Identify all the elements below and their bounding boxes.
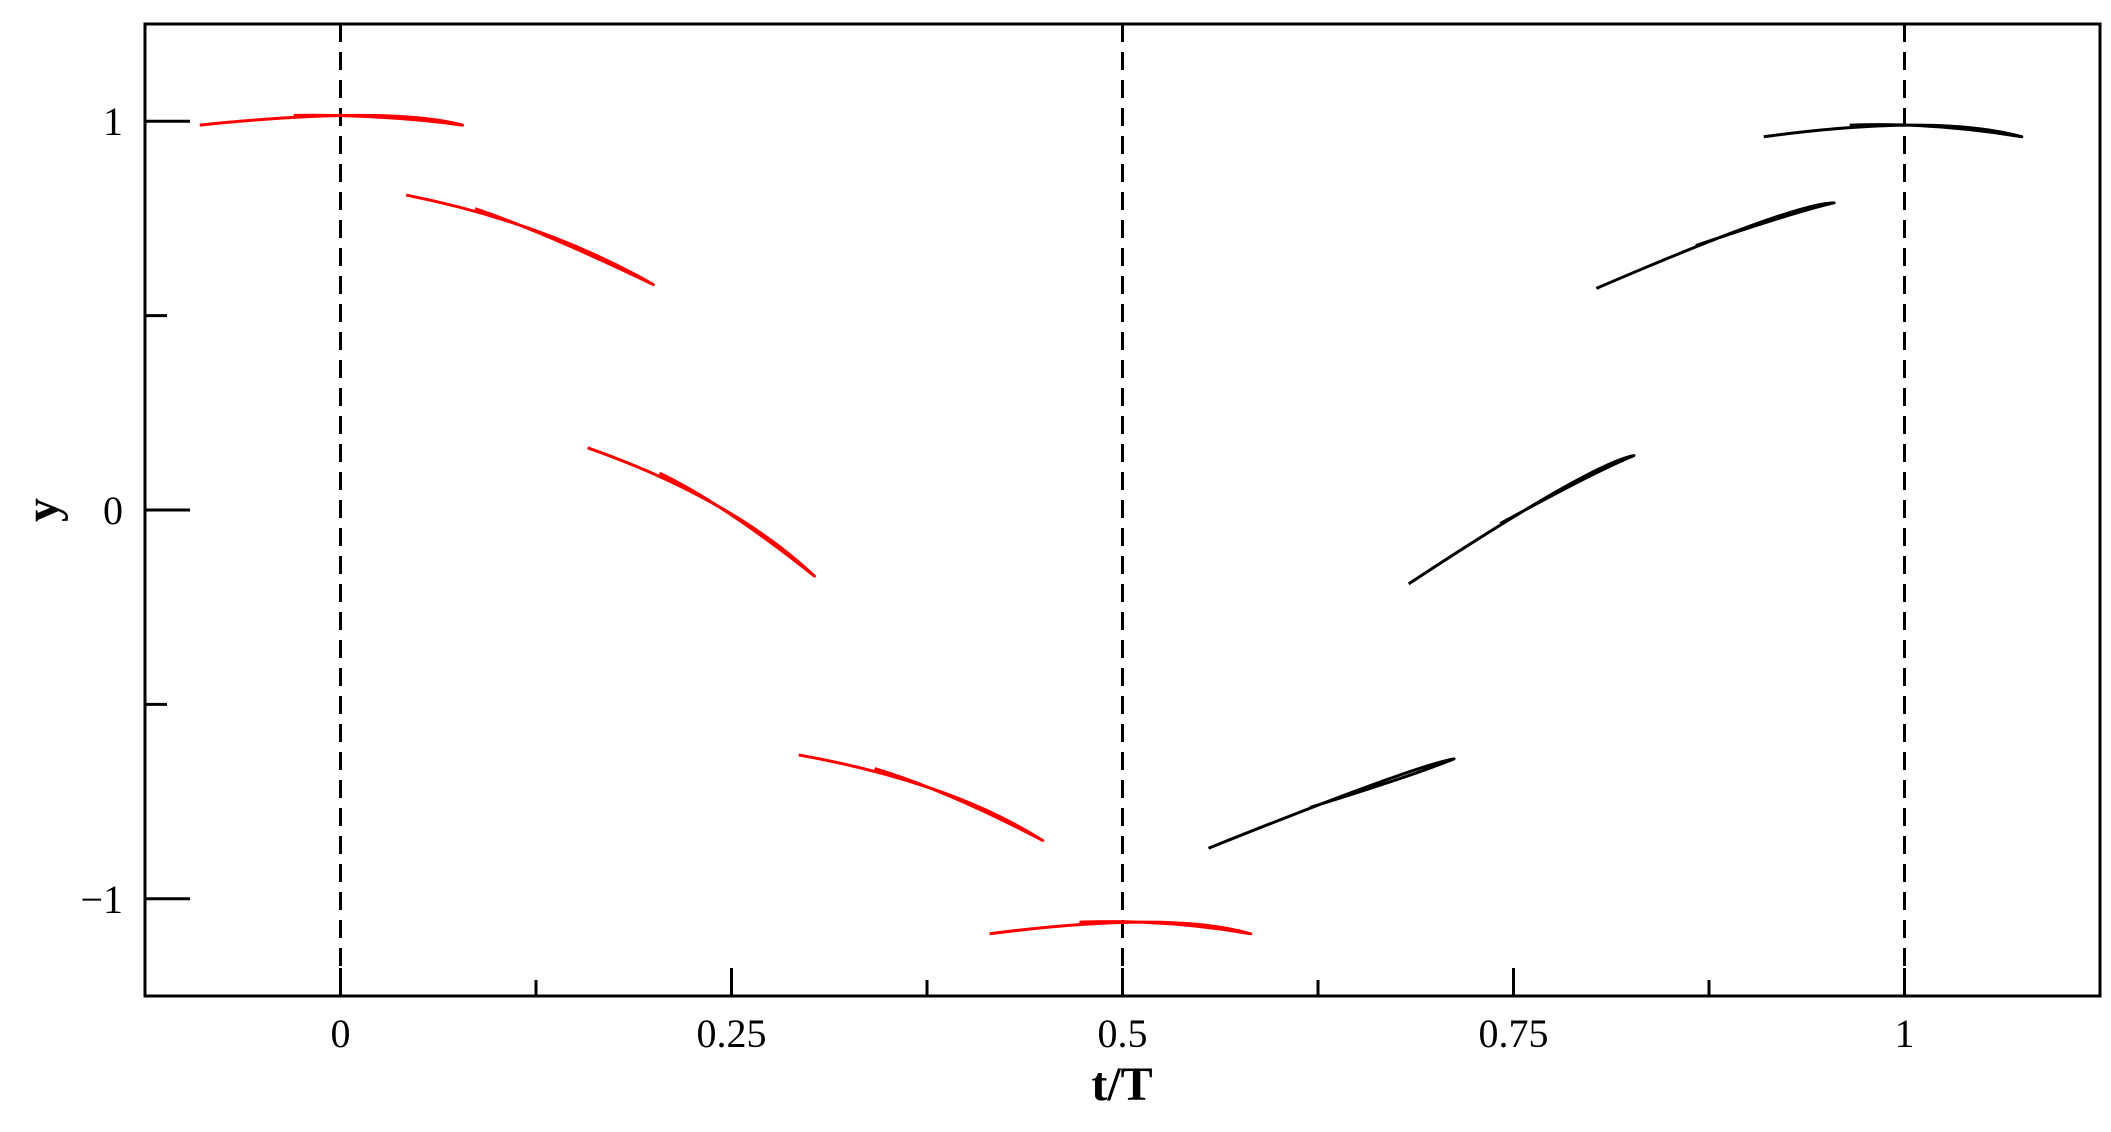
red-airfoil-2 <box>587 446 816 578</box>
x-tick-label: 0.5 <box>1098 1011 1148 1056</box>
red-airfoil-0 <box>199 113 464 127</box>
x-tick-labels: 0 0.25 0.5 0.75 1 <box>331 1011 1915 1056</box>
black-airfoil-5 <box>1207 757 1456 850</box>
axis-ticks <box>145 119 1906 996</box>
x-axis-label: t/T <box>1091 1058 1152 1111</box>
y-tick-labels: −1 0 1 <box>80 99 123 922</box>
y-tick-label: −1 <box>80 877 123 922</box>
red-airfoil-1 <box>405 193 655 286</box>
red-airfoil-4 <box>989 920 1253 936</box>
series-layer <box>199 113 2024 936</box>
x-tick-label: 1 <box>1895 1011 1915 1056</box>
y-axis-label: y <box>16 498 69 522</box>
red-airfoil-3 <box>798 753 1045 842</box>
y-tick-label: 0 <box>103 488 123 533</box>
y-tick-label: 1 <box>103 99 123 144</box>
black-airfoil-6 <box>1407 454 1636 586</box>
x-tick-label: 0.75 <box>1479 1011 1549 1056</box>
x-tick-label: 0.25 <box>697 1011 767 1056</box>
black-airfoil-8 <box>1763 123 2024 139</box>
reference-lines <box>339 24 1906 996</box>
x-tick-label: 0 <box>331 1011 351 1056</box>
black-airfoil-7 <box>1595 201 1836 290</box>
